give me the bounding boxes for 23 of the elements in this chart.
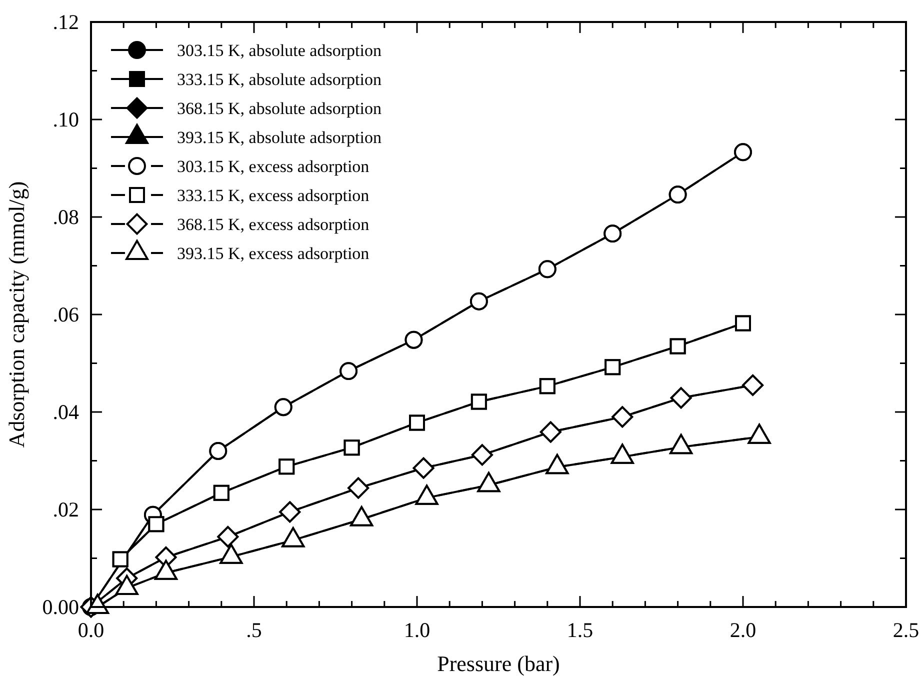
x-axis-title: Pressure (bar)	[437, 651, 560, 676]
y-tick-label: .06	[52, 302, 79, 326]
legend-label: 368.15 K, excess adsorption	[177, 215, 370, 234]
legend-label: 393.15 K, absolute adsorption	[177, 128, 382, 147]
x-tick-label: 2.0	[730, 618, 756, 642]
x-tick-label: .5	[246, 618, 262, 642]
y-tick-label: .10	[52, 108, 79, 132]
legend-label: 393.15 K, excess adsorption	[177, 244, 370, 263]
x-tick-label: 1.5	[566, 618, 594, 642]
legend-label: 333.15 K, absolute adsorption	[177, 70, 382, 89]
y-tick-label: .04	[52, 400, 80, 424]
y-tick-label: 0.00	[42, 595, 79, 619]
y-tick-label: .08	[52, 205, 79, 229]
legend-label: 333.15 K, excess adsorption	[177, 186, 370, 205]
x-tick-label: 2.5	[892, 618, 920, 642]
legend-label: 303.15 K, excess adsorption	[177, 157, 370, 176]
y-tick-label: .12	[52, 10, 79, 34]
legend-label: 303.15 K, absolute adsorption	[177, 41, 382, 60]
legend-label: 368.15 K, absolute adsorption	[177, 99, 382, 118]
x-tick-label: 1.0	[404, 618, 430, 642]
x-tick-label: 0.0	[78, 618, 104, 642]
y-axis-title: Adsorption capacity (mmol/g)	[4, 181, 29, 448]
y-tick-label: .02	[52, 498, 79, 522]
